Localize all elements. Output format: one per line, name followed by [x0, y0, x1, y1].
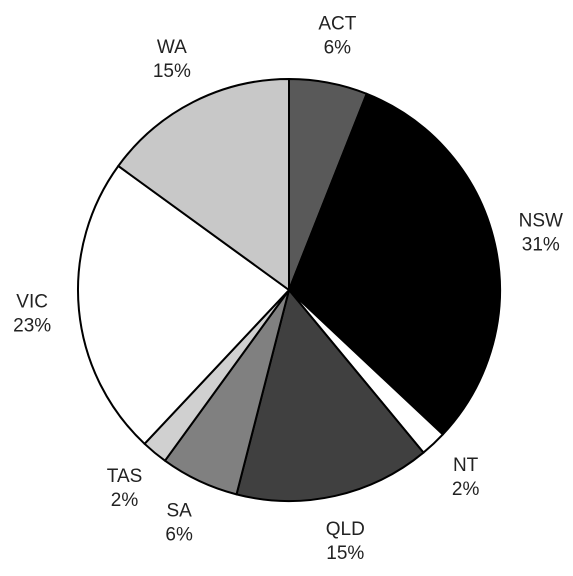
value-label: 6%	[165, 524, 193, 545]
value-label: 15%	[326, 543, 364, 564]
category-label: NT	[453, 455, 479, 476]
value-label: 6%	[324, 38, 352, 59]
pie-slice	[235, 289, 425, 502]
value-label: 23%	[13, 315, 51, 336]
pie-slice	[288, 92, 501, 436]
category-label: ACT	[318, 14, 356, 35]
pie-slice	[117, 78, 290, 291]
category-label: SA	[166, 500, 192, 521]
category-label: WA	[157, 37, 187, 58]
category-label: TAS	[107, 466, 143, 487]
category-label: NSW	[519, 211, 563, 232]
category-label: QLD	[326, 519, 365, 540]
value-label: 2%	[111, 490, 139, 511]
category-label: VIC	[16, 291, 48, 312]
value-label: 2%	[452, 479, 480, 500]
value-label: 31%	[522, 235, 560, 256]
pie-slice	[77, 164, 290, 445]
value-label: 15%	[153, 61, 191, 82]
